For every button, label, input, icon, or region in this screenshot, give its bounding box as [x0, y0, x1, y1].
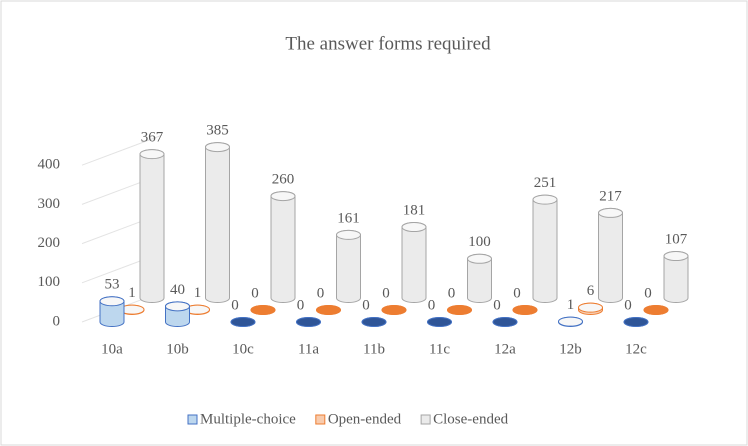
data-label: 251 — [534, 175, 557, 191]
data-label: 53 — [105, 277, 120, 293]
data-label: 0 — [231, 297, 239, 313]
y-tick-label: 200 — [38, 235, 61, 251]
data-label: 0 — [362, 297, 370, 313]
y-tick-label: 100 — [38, 274, 61, 290]
bar-top — [230, 317, 256, 327]
data-label: 0 — [624, 297, 632, 313]
bar — [270, 191, 296, 303]
x-tick-label: 10c — [232, 341, 254, 357]
data-label: 385 — [206, 123, 229, 139]
bar-top — [467, 253, 492, 264]
x-tick-label: 11b — [363, 341, 385, 357]
data-label: 100 — [468, 234, 491, 250]
x-tick-label: 12a — [494, 341, 516, 357]
bar-top — [447, 305, 472, 315]
bar — [598, 207, 623, 303]
data-label: 0 — [513, 285, 521, 301]
bar — [205, 142, 230, 303]
bar-top — [532, 194, 558, 205]
data-label: 0 — [251, 285, 259, 301]
data-label: 181 — [403, 202, 426, 218]
legend-label: Multiple-choice — [200, 411, 296, 427]
legend-label: Open-ended — [328, 411, 402, 427]
data-label: 217 — [599, 188, 622, 204]
data-label: 0 — [297, 297, 305, 313]
data-label: 1 — [128, 285, 136, 301]
bar-top — [165, 301, 190, 312]
data-label: 0 — [448, 285, 456, 301]
bar-top — [381, 305, 407, 315]
x-tick-label: 10b — [166, 341, 189, 357]
bar-top — [205, 142, 230, 153]
bar-top — [623, 317, 649, 327]
legend-swatch — [315, 414, 326, 425]
x-tick-label: 11c — [429, 341, 450, 357]
bar-top — [558, 316, 583, 327]
data-label: 1 — [194, 285, 202, 301]
data-label: 40 — [170, 282, 185, 298]
x-tick-label: 12b — [559, 341, 582, 357]
data-label: 1 — [567, 297, 575, 313]
legend-swatch — [187, 414, 198, 425]
bar-top — [250, 305, 276, 315]
data-label: 0 — [382, 285, 390, 301]
y-tick-label: 400 — [38, 157, 61, 173]
data-label: 161 — [337, 210, 360, 226]
grid-line — [81, 134, 163, 166]
bar-top — [663, 251, 689, 262]
chart-title: The answer forms required — [285, 33, 491, 54]
bar-top — [336, 229, 361, 240]
bar — [532, 194, 558, 303]
data-label: 0 — [317, 285, 325, 301]
bar — [139, 149, 165, 303]
data-label: 107 — [665, 231, 688, 247]
x-tick-label: 12c — [625, 341, 647, 357]
bar-top — [492, 317, 518, 327]
x-tick-label: 10a — [101, 341, 123, 357]
bar-top — [296, 317, 321, 327]
bar-top — [139, 149, 165, 160]
bar-top — [316, 305, 341, 315]
bar — [401, 222, 427, 303]
legend-label: Close-ended — [433, 411, 508, 427]
bar-top — [643, 305, 669, 315]
bar-top — [99, 296, 125, 307]
data-label: 0 — [644, 285, 652, 301]
bar-top — [512, 305, 538, 315]
data-label: 260 — [272, 172, 295, 188]
bar — [336, 229, 361, 303]
bar-top — [598, 207, 623, 218]
legend-swatch — [420, 414, 431, 425]
bar-top — [427, 317, 452, 327]
bar-top — [270, 191, 296, 202]
y-tick-label: 300 — [38, 196, 61, 212]
data-label: 0 — [428, 297, 436, 313]
bar-top — [578, 302, 603, 313]
data-label: 0 — [493, 297, 501, 313]
y-tick-label: 0 — [53, 313, 61, 329]
data-label: 367 — [141, 130, 164, 146]
x-tick-label: 11a — [298, 341, 319, 357]
bar-top — [361, 317, 387, 327]
data-label: 6 — [587, 283, 595, 299]
bar-top — [401, 222, 427, 233]
